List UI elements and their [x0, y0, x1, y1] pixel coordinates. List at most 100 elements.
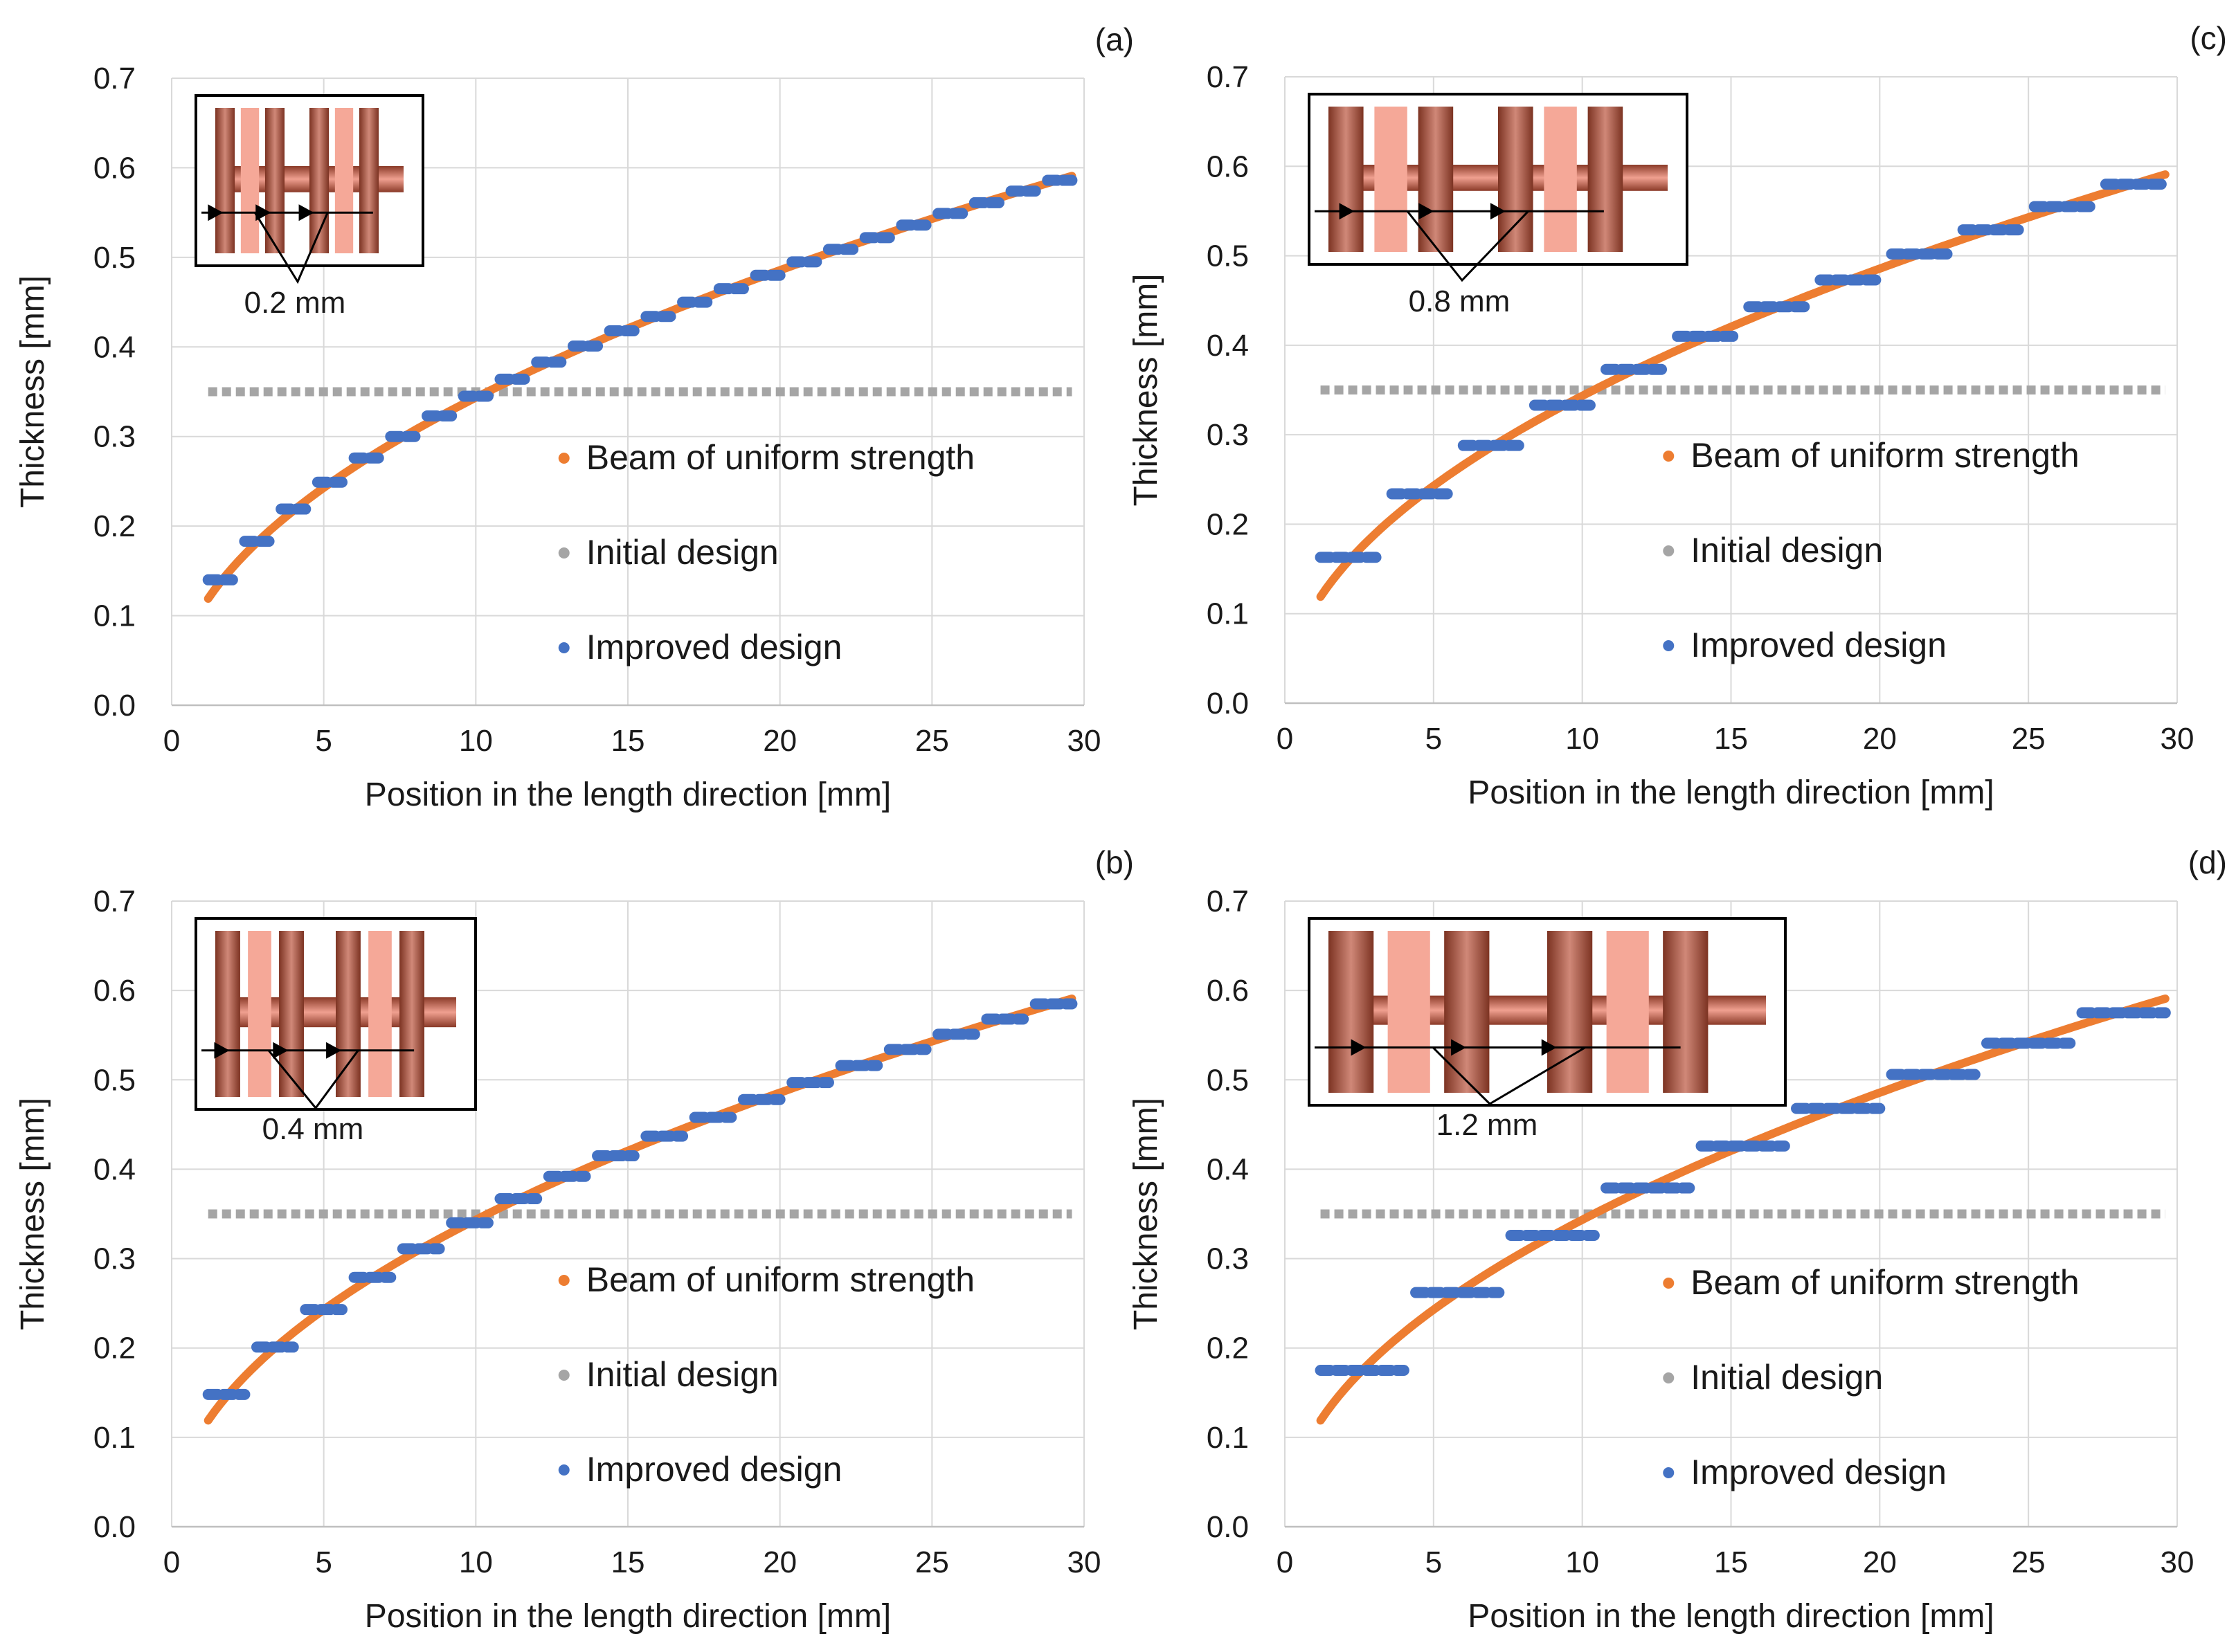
chart-panel: 0.0 0.1 0.2 0.3 0.4 0.5 0.6 0.7 0 5 10 15 20 25 30 Posi…	[1128, 20, 2227, 811]
structure-inset	[195, 917, 477, 1111]
y-tick-label: 0.5	[93, 241, 136, 275]
x-tick-label: 5	[1425, 1545, 1442, 1579]
legend-improved-marker	[558, 642, 570, 653]
y-tick-label: 0.3	[1207, 418, 1249, 452]
dimension-callout	[1406, 210, 1529, 282]
arrowhead	[208, 204, 224, 221]
dimension-callout	[1432, 1046, 1586, 1105]
y-tick-label: 0.7	[93, 884, 136, 918]
y-tick-label: 0.5	[1207, 239, 1249, 273]
y-tick-label: 0.1	[93, 599, 136, 633]
arrowhead	[273, 1042, 289, 1059]
arrowhead	[1418, 203, 1434, 220]
inset-dark-post	[215, 108, 235, 253]
x-tick-label: 20	[1863, 1545, 1897, 1579]
inset-light-post	[240, 108, 260, 253]
x-tick-label: 0	[1277, 722, 1293, 756]
inset-dark-post	[1328, 107, 1364, 252]
beam-uniform-strength-curve	[204, 995, 1076, 1425]
arrowhead	[326, 1042, 342, 1059]
inset-light-post	[248, 931, 271, 1097]
y-tick-label: 0.1	[93, 1421, 136, 1455]
arrowhead	[1541, 1039, 1557, 1056]
legend-beam-text: Beam of uniform strength	[586, 438, 975, 477]
y-tick-label: 0.1	[1207, 1421, 1249, 1455]
inset-light-post	[1387, 931, 1430, 1093]
y-tick-label: 0.6	[93, 974, 136, 1008]
legend-improved-marker	[1663, 640, 1675, 651]
y-tick-label: 0.0	[93, 1510, 136, 1544]
x-axis-title: Position in the length direction [mm]	[1468, 1598, 1994, 1635]
arrowhead	[298, 204, 314, 221]
x-axis-title: Position in the length direction [mm]	[1468, 774, 1994, 811]
x-tick-label: 0	[163, 1545, 180, 1579]
inset-dark-post	[336, 931, 361, 1097]
arrowhead	[1351, 1039, 1367, 1056]
inset-dark-post	[1498, 107, 1533, 252]
panel-label: (a)	[1095, 21, 1134, 57]
x-tick-label: 10	[459, 724, 493, 758]
dimension-label: 0.2 mm	[244, 286, 346, 320]
x-tick-label: 15	[611, 724, 645, 758]
legend-improved-marker	[1663, 1467, 1675, 1478]
legend-improved-text: Improved design	[1690, 626, 1947, 664]
chart-panel: 0.0 0.1 0.2 0.3 0.4 0.5 0.6 0.7 0 5 10 15 20 25 30 Posi…	[1128, 844, 2227, 1635]
inset-dark-post	[1418, 107, 1454, 252]
y-tick-label: 0.4	[1207, 329, 1249, 363]
x-axis-title: Position in the length direction [mm]	[365, 1598, 891, 1635]
inset-dark-post	[1444, 931, 1490, 1093]
legend-initial-text: Initial design	[1690, 1358, 1883, 1397]
inset-dark-post	[1663, 931, 1708, 1093]
chart-panel: 0.0 0.1 0.2 0.3 0.4 0.5 0.6 0.7 0 5 10 15 20 25 30 Posi…	[15, 844, 1134, 1635]
legend-beam-marker	[1663, 451, 1675, 462]
arrowhead	[255, 204, 271, 221]
dimension-label: 0.8 mm	[1409, 284, 1511, 318]
x-tick-label: 20	[763, 724, 797, 758]
legend-initial-marker	[558, 1370, 570, 1381]
inset-light-post	[1374, 107, 1407, 252]
arrowhead	[1339, 203, 1355, 220]
arrowhead	[1490, 203, 1506, 220]
legend-beam-marker	[1663, 1278, 1675, 1289]
y-tick-label: 0.0	[1207, 687, 1249, 720]
inset-dark-post	[1328, 931, 1374, 1093]
y-axis-title: Thickness [mm]	[1128, 273, 1164, 506]
inset-dark-post	[309, 108, 330, 253]
x-tick-label: 10	[1565, 1545, 1599, 1579]
y-tick-label: 0.7	[1207, 60, 1249, 94]
dimension-label: 1.2 mm	[1436, 1108, 1538, 1142]
legend-beam-text: Beam of uniform strength	[586, 1260, 975, 1299]
inset-light-post	[1544, 107, 1577, 252]
x-tick-label: 10	[1565, 722, 1599, 756]
dimension-label: 0.4 mm	[262, 1112, 364, 1146]
x-tick-label: 30	[2161, 1545, 2194, 1579]
legend-improved-marker	[558, 1464, 570, 1476]
y-tick-label: 0.3	[93, 1242, 136, 1276]
y-axis-title: Thickness [mm]	[15, 1098, 51, 1330]
legend-initial-marker	[1663, 545, 1675, 556]
inset-dark-post	[264, 108, 285, 253]
x-tick-label: 20	[1863, 722, 1897, 756]
y-tick-label: 0.3	[93, 420, 136, 454]
x-tick-label: 30	[1067, 724, 1101, 758]
y-tick-label: 0.2	[1207, 1332, 1249, 1365]
inset-dark-post	[1587, 107, 1623, 252]
inset-dark-post	[399, 931, 424, 1097]
x-tick-label: 25	[2012, 722, 2046, 756]
inset-dark-post	[215, 931, 240, 1097]
y-tick-label: 0.5	[93, 1063, 136, 1097]
y-axis-title: Thickness [mm]	[1128, 1098, 1164, 1330]
y-tick-label: 0.4	[93, 330, 136, 364]
inset-dark-post	[1547, 931, 1593, 1093]
y-tick-label: 0.6	[1207, 974, 1249, 1008]
legend-improved-text: Improved design	[1690, 1453, 1947, 1491]
dimension-callout	[254, 212, 329, 284]
y-tick-label: 0.5	[1207, 1063, 1249, 1097]
arrowhead	[1451, 1039, 1467, 1056]
chart-panel: 0.0 0.1 0.2 0.3 0.4 0.5 0.6 0.7 0 5 10 15 20 25 30 Posi…	[15, 21, 1134, 813]
structure-inset	[1308, 93, 1688, 266]
legend-initial-text: Initial design	[1690, 531, 1883, 570]
inset-dark-post	[279, 931, 304, 1097]
x-tick-label: 30	[2161, 722, 2194, 756]
